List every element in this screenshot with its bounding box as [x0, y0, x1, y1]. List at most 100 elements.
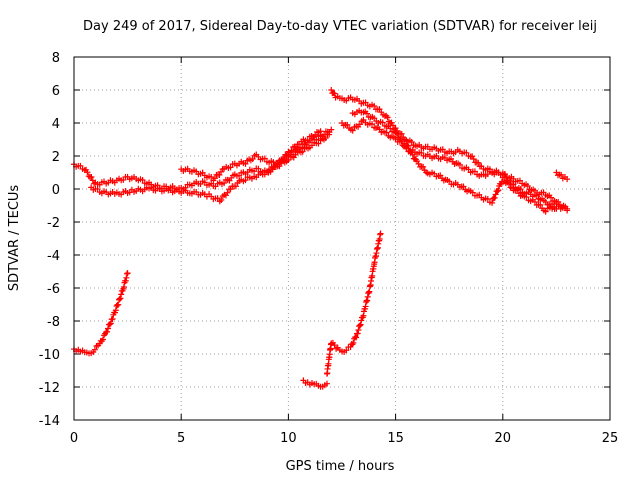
data-point — [104, 328, 111, 335]
data-point — [84, 169, 91, 176]
data-point — [117, 295, 124, 302]
data-point — [99, 336, 106, 343]
data-point — [317, 128, 324, 135]
data-point — [507, 177, 514, 184]
data-point — [285, 156, 292, 163]
data-point — [495, 187, 502, 194]
data-point — [261, 171, 268, 178]
series-upper-2 — [88, 131, 333, 205]
data-point — [115, 301, 122, 308]
data-point — [323, 380, 330, 387]
data-point — [261, 155, 268, 162]
data-point — [279, 157, 286, 164]
data-point — [388, 119, 395, 126]
data-point — [227, 164, 234, 171]
data-point — [91, 346, 98, 353]
series-upper-3 — [178, 128, 324, 184]
y-tick-label: 2 — [52, 150, 60, 165]
data-point — [494, 188, 501, 195]
data-point — [283, 152, 290, 159]
data-point — [109, 316, 116, 323]
data-point — [398, 138, 405, 145]
data-point — [379, 119, 386, 126]
data-point — [377, 230, 384, 237]
data-point — [350, 339, 357, 346]
x-tick-label: 0 — [70, 431, 78, 446]
data-point — [214, 195, 221, 202]
series-lower-2 — [300, 377, 330, 390]
data-point — [564, 176, 571, 183]
data-point — [408, 139, 415, 146]
data-point — [387, 125, 394, 132]
y-tick-label: -14 — [39, 414, 60, 429]
data-point — [537, 201, 544, 208]
data-point — [326, 131, 333, 138]
x-tick-label: 20 — [495, 431, 512, 446]
data-point — [470, 155, 477, 162]
plot-frame — [73, 56, 611, 421]
data-point — [369, 121, 376, 128]
data-point — [456, 161, 463, 168]
y-tick-label: 0 — [52, 183, 60, 198]
data-point — [224, 189, 231, 196]
data-point — [299, 148, 306, 155]
data-point — [383, 129, 390, 136]
data-point — [88, 173, 95, 180]
series-upper-6 — [349, 107, 560, 213]
data-point — [531, 198, 538, 205]
y-tick-label: 6 — [52, 84, 60, 99]
y-tick-label: -2 — [47, 216, 60, 231]
data-point — [548, 201, 555, 208]
data-point — [94, 185, 101, 192]
data-point — [123, 274, 130, 281]
data-point — [208, 173, 215, 180]
data-point — [463, 149, 470, 156]
data-point — [356, 121, 363, 128]
y-tick-label: -12 — [39, 381, 60, 396]
series-upper-7 — [553, 169, 571, 183]
data-point — [366, 288, 373, 295]
data-point — [376, 106, 383, 113]
series-lower-1 — [71, 270, 131, 357]
x-tick-label: 15 — [387, 431, 404, 446]
data-point — [211, 175, 218, 182]
chart-title: Day 249 of 2017, Sidereal Day-to-day VTE… — [83, 19, 597, 34]
axis-ticks: 0 5 10 15 20 25 -14 -12 -10 -8 -6 -4 -2 0 2 4 6 8 — [39, 51, 619, 446]
data-point — [322, 135, 329, 142]
data-point — [510, 181, 517, 188]
x-axis-label: GPS time / hours — [286, 459, 395, 474]
data-point — [123, 270, 130, 277]
data-point — [548, 194, 555, 201]
y-tick-label: -4 — [47, 249, 60, 264]
data-point — [355, 327, 362, 334]
data-point — [242, 160, 249, 167]
data-point — [344, 121, 351, 128]
data-point — [502, 174, 509, 181]
data-point — [112, 307, 119, 314]
data-point — [120, 283, 127, 290]
y-tick-label: -8 — [47, 315, 60, 330]
data-point — [384, 114, 391, 121]
y-tick-label: 4 — [52, 117, 60, 132]
x-tick-label: 5 — [177, 431, 185, 446]
data-point — [492, 191, 499, 198]
data-point — [517, 186, 524, 193]
data-point — [232, 183, 239, 190]
data-point — [542, 208, 549, 215]
data-point — [357, 321, 364, 328]
series-lower-3 — [323, 230, 384, 377]
data-point — [564, 207, 571, 214]
data-point — [353, 334, 360, 341]
data-point — [415, 160, 422, 167]
data-point — [402, 143, 409, 150]
data-point — [107, 320, 114, 327]
data-point — [469, 189, 476, 196]
data-point — [331, 342, 338, 349]
data-point — [122, 277, 129, 284]
x-tick-label: 10 — [280, 431, 297, 446]
data-point — [315, 140, 322, 147]
y-tick-label: -6 — [47, 282, 60, 297]
y-tick-label: 8 — [52, 51, 60, 66]
data-point — [356, 322, 363, 329]
